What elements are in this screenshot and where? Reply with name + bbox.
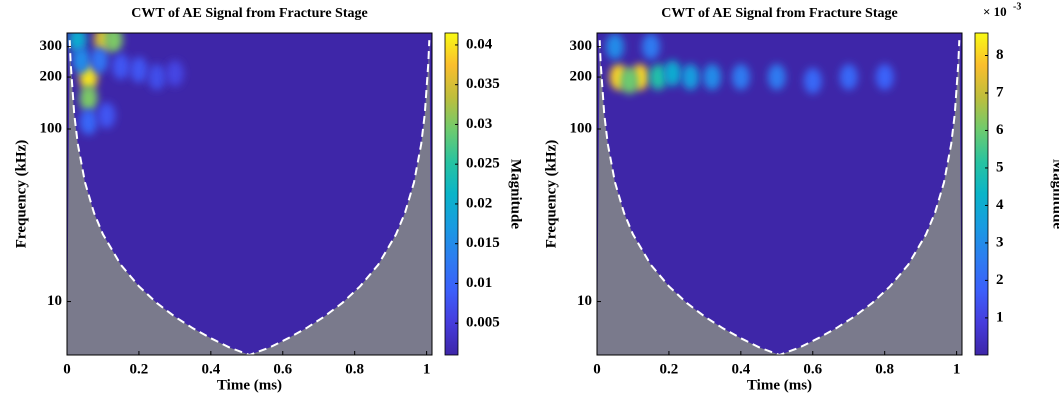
colorbar-tick-label: 4 bbox=[996, 197, 1004, 213]
x-axis-label: Time (ms) bbox=[747, 377, 812, 393]
x-tick-label: 0.4 bbox=[731, 361, 750, 377]
hotspot bbox=[620, 67, 639, 94]
colorbar-multiplier: × 10 bbox=[983, 4, 1007, 19]
y-axis-label: Frequency (kHz) bbox=[543, 140, 559, 248]
hotspots bbox=[68, 33, 184, 135]
colorbar-tick-label: 5 bbox=[996, 159, 1004, 175]
colorbar-tick-label: 8 bbox=[996, 47, 1004, 63]
y-axis-label: Frequency (kHz) bbox=[13, 140, 29, 248]
hotspot bbox=[79, 108, 98, 135]
colorbar-tick-label: 0.025 bbox=[466, 156, 500, 172]
hotspots bbox=[605, 33, 894, 94]
hotspot bbox=[681, 64, 700, 91]
colorbar-tick-label: 0.03 bbox=[466, 116, 492, 132]
x-tick-label: 0.6 bbox=[803, 361, 822, 377]
x-tick-label: 0 bbox=[593, 361, 601, 377]
hotspot bbox=[79, 85, 98, 112]
colorbar bbox=[974, 32, 989, 356]
x-tick-label: 0.6 bbox=[273, 361, 292, 377]
colorbar-tick-label: 0.035 bbox=[466, 76, 500, 92]
colorbar-tick-label: 0.01 bbox=[466, 275, 492, 291]
colorbar-tick-label: 6 bbox=[996, 122, 1004, 138]
hotspot bbox=[97, 102, 116, 129]
colorbar-tick-label: 2 bbox=[996, 272, 1004, 288]
coi-shade bbox=[597, 40, 962, 355]
axes-frame bbox=[596, 32, 963, 356]
y-tick-label: 10 bbox=[47, 293, 62, 309]
hotspot bbox=[767, 64, 786, 91]
y-tick-label: 100 bbox=[40, 120, 63, 136]
y-tick-label: 10 bbox=[577, 293, 592, 309]
colorbar-exponent: -3 bbox=[1013, 1, 1021, 12]
colorbar-label: Magnitude bbox=[1050, 159, 1059, 229]
colorbar-tick-label: 7 bbox=[996, 84, 1004, 100]
coi-shade bbox=[67, 40, 432, 355]
hotspot bbox=[649, 64, 668, 91]
y-tick-label: 200 bbox=[570, 68, 593, 84]
colorbar-tick-label: 3 bbox=[996, 234, 1004, 250]
x-tick-label: 0 bbox=[63, 361, 71, 377]
hotspot bbox=[111, 53, 130, 80]
hotspot bbox=[104, 33, 123, 53]
chart: 0 0.2 0.4 0.6 0.8 1 10 100 200 300 CWT of AE Signa… bbox=[13, 6, 523, 393]
hotspot bbox=[165, 60, 184, 87]
hotspot bbox=[703, 64, 722, 91]
axes-frame bbox=[66, 32, 433, 356]
x-tick-label: 1 bbox=[423, 361, 431, 377]
chart-title: CWT of AE Signal from Fracture Stage bbox=[661, 6, 897, 21]
colorbar-label: Magnitude bbox=[508, 159, 524, 229]
hotspot bbox=[129, 56, 148, 83]
chart: 0 0.2 0.4 0.6 0.8 1 10 100 200 300 CWT of AE Signa… bbox=[543, 1, 1059, 393]
colorbar-tick-label: 1 bbox=[996, 309, 1004, 325]
x-tick-label: 1 bbox=[953, 361, 961, 377]
x-tick-label: 0.2 bbox=[660, 361, 679, 377]
colorbar-tick-label: 0.015 bbox=[466, 235, 500, 251]
coi-region bbox=[67, 40, 432, 355]
coi-region bbox=[597, 40, 962, 355]
colorbar-tick-label: 0.04 bbox=[466, 36, 493, 52]
hotspot bbox=[839, 64, 858, 91]
chart-title: CWT of AE Signal from Fracture Stage bbox=[131, 6, 367, 21]
x-tick-label: 0.2 bbox=[130, 361, 149, 377]
x-tick-label: 0.8 bbox=[345, 361, 364, 377]
hotspot bbox=[72, 47, 91, 74]
x-tick-label: 0.8 bbox=[875, 361, 894, 377]
x-tick-label: 0.4 bbox=[201, 361, 220, 377]
hotspot bbox=[731, 64, 750, 91]
hotspot bbox=[803, 67, 822, 94]
hotspot bbox=[663, 60, 682, 87]
hotspot bbox=[605, 33, 624, 60]
hotspot bbox=[90, 47, 109, 74]
hotspot bbox=[875, 64, 894, 91]
colorbar-tick-label: 0.02 bbox=[466, 195, 492, 211]
hotspot bbox=[641, 33, 660, 60]
x-axis-label: Time (ms) bbox=[217, 377, 282, 393]
hotspot bbox=[147, 64, 166, 91]
colorbar bbox=[444, 32, 459, 356]
y-tick-label: 300 bbox=[40, 38, 63, 54]
y-tick-label: 200 bbox=[40, 68, 63, 84]
y-tick-label: 100 bbox=[570, 120, 593, 136]
colorbar-tick-label: 0.005 bbox=[466, 315, 500, 331]
y-tick-label: 300 bbox=[570, 38, 593, 54]
